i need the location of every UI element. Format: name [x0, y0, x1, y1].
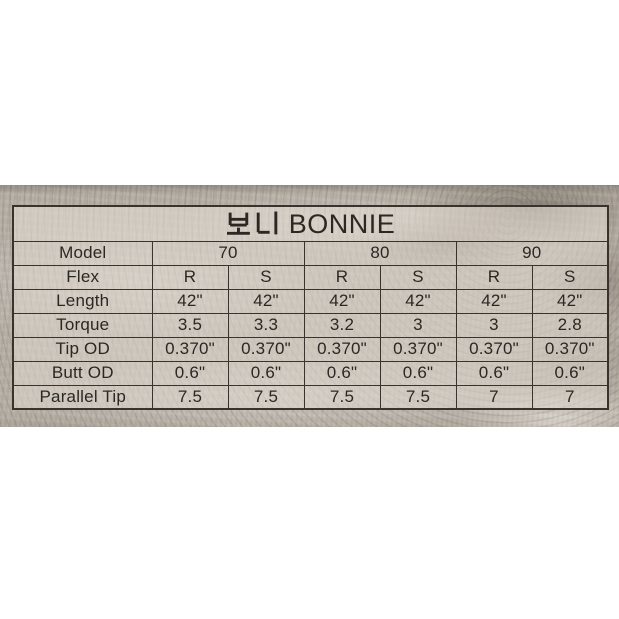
value-cell: 0.6" — [303, 360, 381, 386]
value-cell: 0.370" — [531, 336, 609, 362]
value-cell: 3 — [379, 312, 457, 338]
value-cell: 42" — [455, 288, 533, 314]
row-label: Length — [12, 288, 153, 314]
value-cell: 7.5 — [379, 384, 457, 410]
value-cell: 3.2 — [303, 312, 381, 338]
value-cell: 42" — [379, 288, 457, 314]
flex-row: Flex R S R S R S — [12, 264, 609, 290]
table-row: Butt OD 0.6" 0.6" 0.6" 0.6" 0.6" 0.6" — [12, 360, 609, 386]
value-cell: 42" — [227, 288, 305, 314]
value-cell: 0.6" — [227, 360, 305, 386]
row-label: Butt OD — [12, 360, 153, 386]
korean-title-glyphs — [226, 211, 278, 235]
value-cell: 3 — [455, 312, 533, 338]
flex-cell: S — [379, 264, 457, 290]
value-cell: 0.6" — [455, 360, 533, 386]
row-label-flex: Flex — [12, 264, 153, 290]
value-cell: 42" — [303, 288, 381, 314]
value-cell: 42" — [151, 288, 229, 314]
value-cell: 7.5 — [227, 384, 305, 410]
row-label: Tip OD — [12, 336, 153, 362]
table-title-cell: BONNIE — [12, 205, 609, 242]
table-row: Length 42" 42" 42" 42" 42" 42" — [12, 288, 609, 314]
flex-cell: S — [227, 264, 305, 290]
model-80-cell: 80 — [303, 240, 457, 266]
value-cell: 7.5 — [303, 384, 381, 410]
table-row: Parallel Tip 7.5 7.5 7.5 7.5 7 7 — [12, 384, 609, 410]
value-cell: 2.8 — [531, 312, 609, 338]
value-cell: 0.6" — [531, 360, 609, 386]
flex-cell: R — [303, 264, 381, 290]
spec-table-body: BONNIE Model 70 80 90 Flex R S R S R S L… — [12, 205, 609, 410]
spec-table: BONNIE Model 70 80 90 Flex R S R S R S L… — [12, 205, 610, 410]
row-label: Parallel Tip — [12, 384, 153, 410]
value-cell: 7 — [531, 384, 609, 410]
value-cell: 0.370" — [379, 336, 457, 362]
value-cell: 7 — [455, 384, 533, 410]
value-cell: 0.6" — [379, 360, 457, 386]
value-cell: 0.370" — [227, 336, 305, 362]
flex-cell: R — [151, 264, 229, 290]
model-row: Model 70 80 90 — [12, 240, 609, 266]
flex-cell: R — [455, 264, 533, 290]
value-cell: 0.370" — [151, 336, 229, 362]
title-latin-text: BONNIE — [288, 208, 396, 239]
table-row: Torque 3.5 3.3 3.2 3 3 2.8 — [12, 312, 609, 338]
table-row: Tip OD 0.370" 0.370" 0.370" 0.370" 0.370" 0.37… — [12, 336, 609, 362]
value-cell: 7.5 — [151, 384, 229, 410]
row-label-model: Model — [12, 240, 153, 266]
row-label: Torque — [12, 312, 153, 338]
value-cell: 3.3 — [227, 312, 305, 338]
value-cell: 3.5 — [151, 312, 229, 338]
model-90-cell: 90 — [455, 240, 609, 266]
value-cell: 42" — [531, 288, 609, 314]
value-cell: 0.370" — [455, 336, 533, 362]
table-title-row: BONNIE — [12, 205, 609, 242]
flex-cell: S — [531, 264, 609, 290]
page-title: BONNIE — [14, 208, 607, 239]
value-cell: 0.370" — [303, 336, 381, 362]
model-70-cell: 70 — [151, 240, 305, 266]
value-cell: 0.6" — [151, 360, 229, 386]
